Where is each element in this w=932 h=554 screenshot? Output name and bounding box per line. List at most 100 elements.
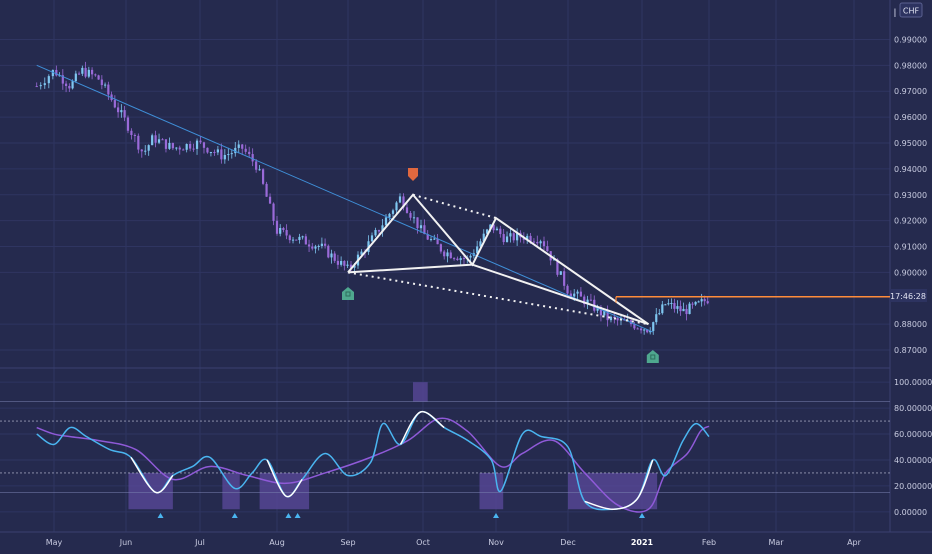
- oscillator-oversold-highlight: [584, 459, 654, 510]
- oscillator-tick-label: 20.00000: [894, 482, 932, 491]
- candle-body: [512, 233, 515, 241]
- candle-body: [320, 243, 323, 246]
- trendline[interactable]: [36, 64, 654, 333]
- candle-body: [175, 147, 178, 149]
- candle-body: [185, 143, 188, 150]
- candle-body: [288, 235, 291, 241]
- candle-body: [147, 145, 150, 151]
- candle-body: [539, 241, 542, 244]
- candle-body: [261, 169, 265, 184]
- candle-body: [703, 299, 706, 302]
- candle-body: [97, 75, 100, 80]
- candle-body: [120, 110, 123, 113]
- candle-body: [697, 301, 700, 303]
- candle-body: [449, 252, 452, 259]
- candle-body: [346, 264, 349, 266]
- candle-body: [301, 236, 304, 238]
- time-tick-label: May: [46, 538, 63, 547]
- oscillator-signal-triangle: [294, 513, 301, 518]
- candle-body: [509, 233, 512, 237]
- candle-body: [213, 152, 216, 154]
- trendline-segment: [36, 64, 654, 333]
- price-tick-label: 0.91000: [894, 243, 927, 252]
- candle-body: [405, 207, 409, 213]
- candle-body: [237, 144, 240, 148]
- candle-body: [652, 322, 655, 331]
- price-tick-label: 0.93000: [894, 191, 927, 200]
- candle-body: [192, 148, 195, 150]
- price-tick-label: 0.96000: [894, 113, 927, 122]
- candle-body: [670, 303, 673, 305]
- oscillator-zone: [128, 472, 173, 510]
- candle-body: [452, 258, 456, 260]
- candle-body: [216, 149, 219, 153]
- candle-body: [476, 246, 479, 254]
- currency-box[interactable]: CHF ǀ: [894, 2, 923, 18]
- currency-label: CHF: [903, 7, 920, 16]
- candle-body: [529, 235, 532, 242]
- pattern-xb-leg: [347, 263, 473, 274]
- candle-body: [658, 313, 661, 315]
- oscillator-overbought-highlight: [399, 411, 445, 445]
- candle-body: [87, 69, 90, 77]
- oscillator-zone: [479, 472, 504, 510]
- candle-body: [446, 252, 449, 257]
- candle-body: [433, 238, 436, 240]
- candle-body: [609, 316, 613, 321]
- candle-body: [586, 299, 589, 305]
- candle-body: [409, 212, 412, 218]
- oscillator-tick-label: 80.00000: [894, 404, 932, 413]
- candle-body: [661, 304, 664, 314]
- candle-body: [140, 149, 143, 152]
- candle-body: [398, 196, 402, 203]
- candle-body: [298, 236, 301, 241]
- candle-body: [285, 229, 288, 236]
- buy-marker: [342, 287, 354, 300]
- candle-body: [566, 285, 569, 294]
- candle-body: [536, 241, 539, 244]
- candle-body: [563, 271, 566, 286]
- candle-body: [664, 304, 667, 306]
- candle-body: [426, 234, 429, 240]
- candle-body: [636, 328, 639, 330]
- oscillator-signals: [157, 513, 645, 518]
- sell-marker: [408, 168, 418, 181]
- time-tick-label: 2021: [631, 538, 654, 547]
- candle-body: [485, 229, 489, 234]
- candle-body: [279, 227, 282, 234]
- candle-body: [68, 85, 71, 89]
- candle-body: [100, 79, 103, 86]
- candle-body: [495, 228, 499, 231]
- candle-body: [291, 239, 295, 241]
- candle-body: [349, 264, 353, 268]
- candle-body: [317, 245, 320, 247]
- harmonic-pattern[interactable]: [347, 193, 650, 326]
- scale-toggle-icon[interactable]: ǀ: [894, 8, 897, 18]
- candle-body: [168, 142, 171, 149]
- oscillator-signal-triangle: [231, 513, 238, 518]
- oscillator-signal-triangle: [493, 513, 499, 518]
- oscillator-slow-line: [36, 417, 710, 513]
- candle-body: [395, 202, 398, 211]
- time-tick-label: Feb: [702, 538, 716, 547]
- buy-marker-glyph: [650, 354, 656, 360]
- candle-body: [304, 236, 307, 245]
- candle-body: [459, 258, 462, 261]
- candle-body: [126, 117, 130, 131]
- candle-body: [117, 107, 120, 113]
- candle-body: [673, 303, 676, 309]
- time-tick-label: Nov: [488, 538, 504, 547]
- candle-body: [419, 225, 423, 229]
- time-tick-label: Oct: [416, 538, 430, 547]
- candle-body: [682, 308, 685, 312]
- candle-body: [223, 154, 226, 160]
- candle-body: [314, 246, 317, 249]
- grid: [0, 0, 932, 533]
- candle-body: [107, 84, 110, 95]
- candle-body: [275, 220, 279, 234]
- price-tick-label: 0.88000: [894, 320, 927, 329]
- candle-body: [323, 243, 327, 246]
- candle-body: [255, 161, 258, 170]
